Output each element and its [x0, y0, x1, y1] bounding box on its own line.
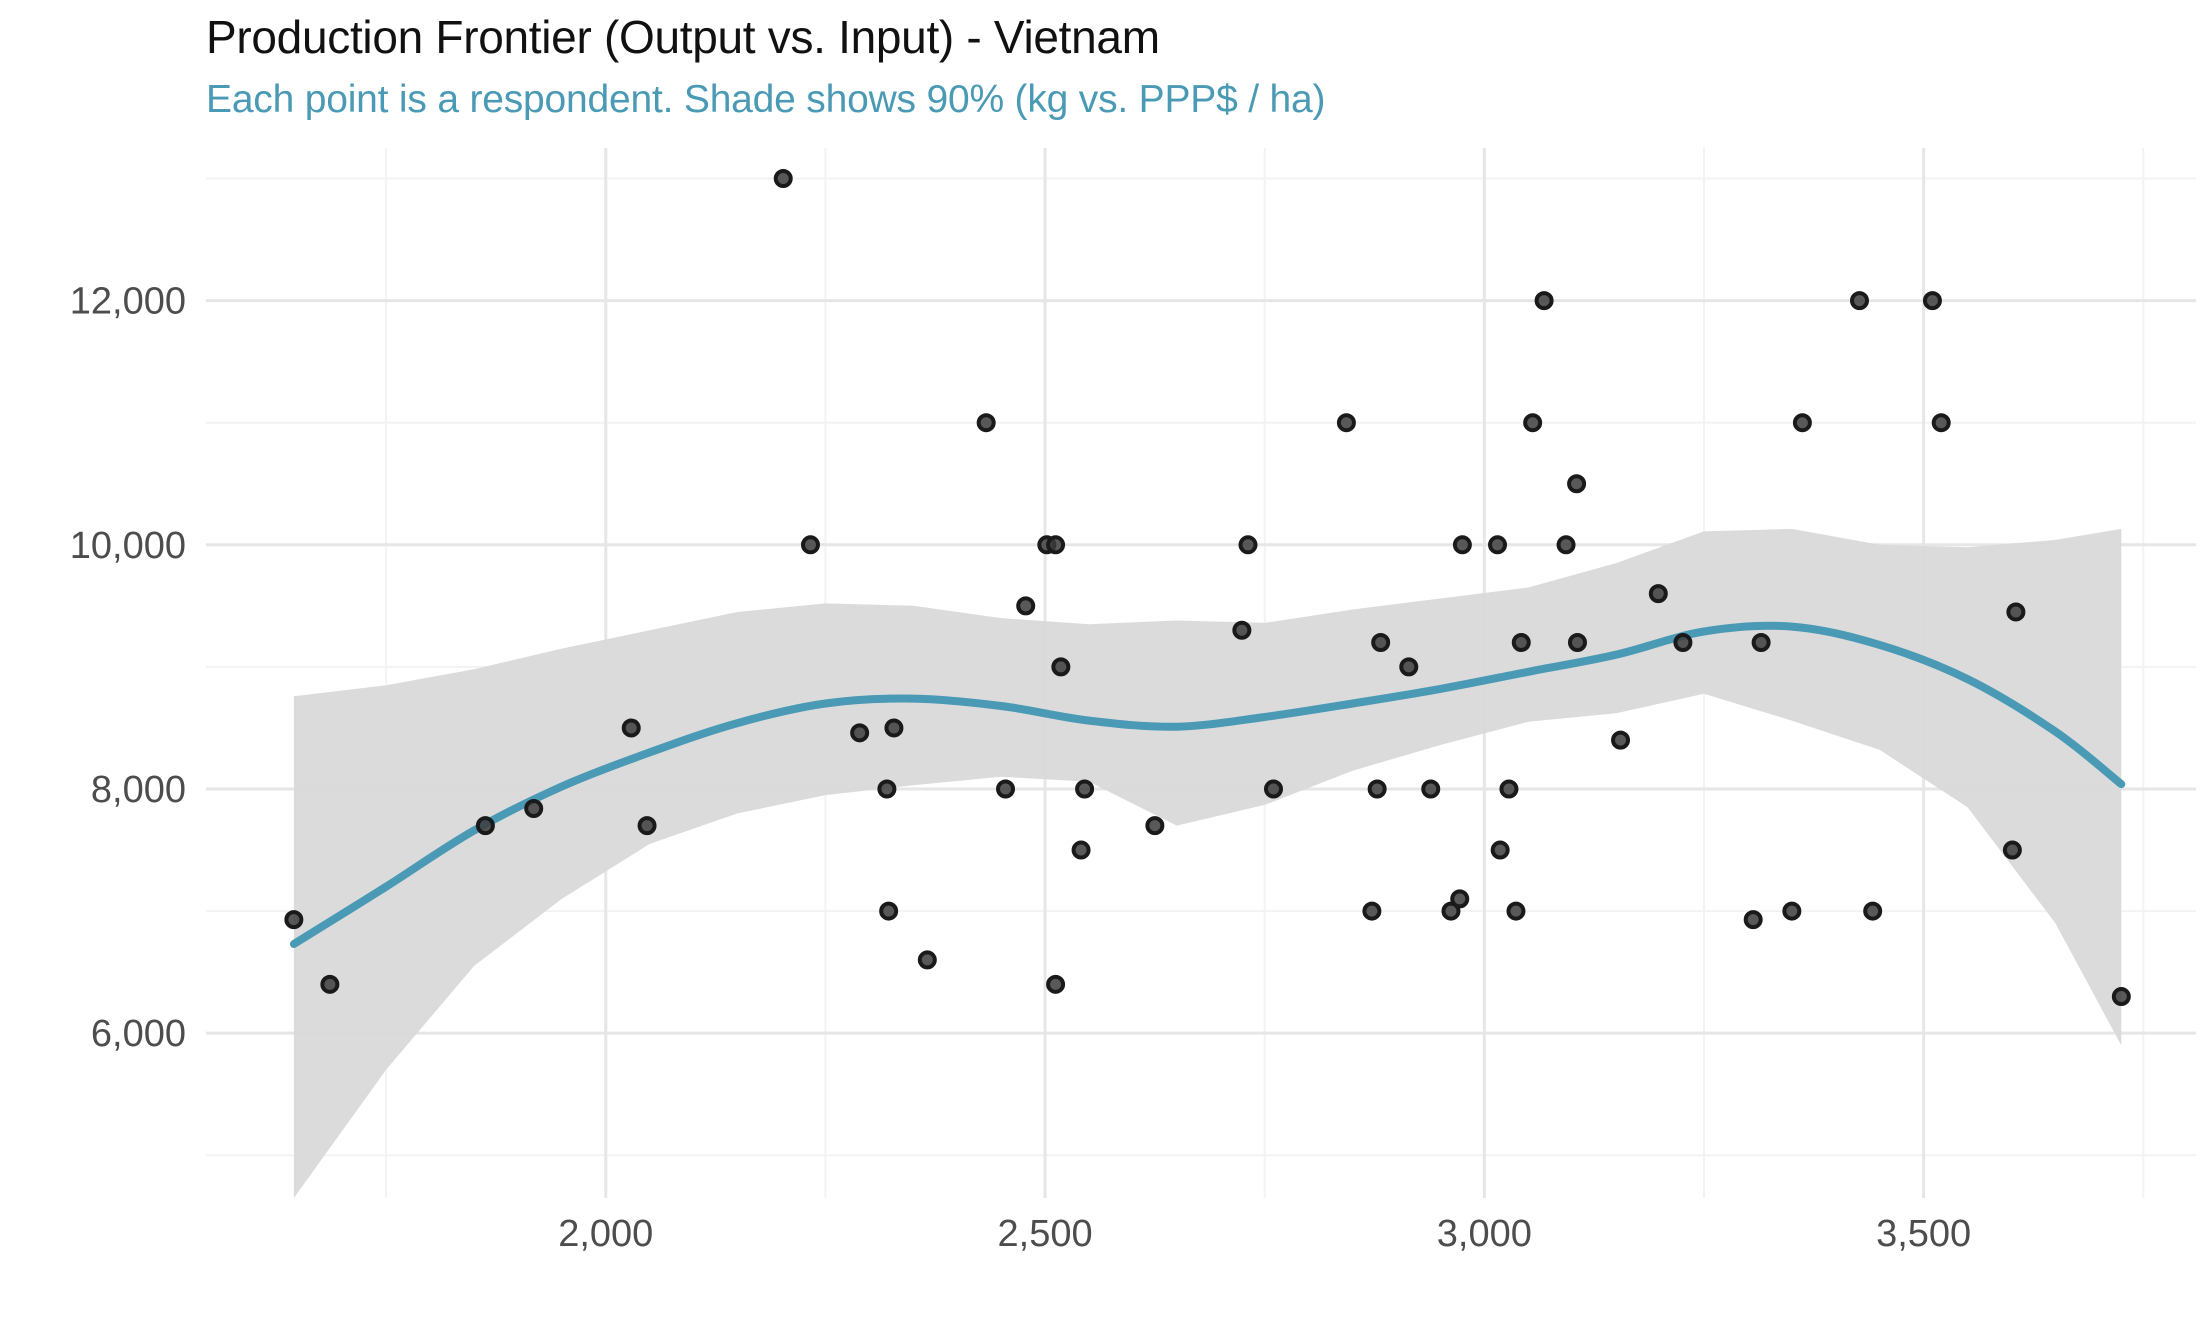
data-point: [1648, 584, 1668, 604]
data-point: [1336, 413, 1356, 433]
x-tick-label: 2,500: [998, 1213, 1093, 1255]
data-point: [1362, 901, 1382, 921]
data-point: [1567, 474, 1587, 494]
data-point: [1506, 901, 1526, 921]
y-tick-label: 10,000: [70, 525, 186, 567]
data-point: [637, 816, 657, 836]
data-point: [1263, 779, 1283, 799]
data-point: [1367, 779, 1387, 799]
trend-line-layer: [289, 621, 2126, 948]
data-point: [284, 910, 304, 930]
chart-title: Production Frontier (Output vs. Input) -…: [206, 11, 1160, 63]
data-point: [1452, 535, 1472, 555]
data-point: [1511, 632, 1531, 652]
data-point: [976, 413, 996, 433]
data-point: [1399, 657, 1419, 677]
y-tick-label: 12,000: [70, 281, 186, 323]
data-point: [1523, 413, 1543, 433]
data-point: [1499, 779, 1519, 799]
data-point: [996, 779, 1016, 799]
data-point: [1743, 910, 1763, 930]
data-point: [800, 535, 820, 555]
data-point: [1751, 632, 1771, 652]
chart-subtitle: Each point is a respondent. Shade shows …: [206, 78, 1326, 121]
data-point: [879, 901, 899, 921]
data-point: [475, 816, 495, 836]
data-point: [1931, 413, 1951, 433]
data-point: [2002, 840, 2022, 860]
data-point: [773, 169, 793, 189]
axis-tick-labels: 2,000 2,500 3,000 3,500 6,000 8,000 10,000 12,0…: [70, 281, 1971, 1255]
data-point: [1421, 779, 1441, 799]
data-point: [917, 950, 937, 970]
data-point: [1567, 632, 1587, 652]
data-point: [1611, 730, 1631, 750]
data-point: [1371, 632, 1391, 652]
data-point: [1051, 657, 1071, 677]
data-point: [877, 779, 897, 799]
data-point: [1850, 291, 1870, 311]
trend-line: [289, 621, 2126, 948]
data-points-layer: [284, 169, 2131, 1007]
data-point: [2006, 602, 2026, 622]
data-point: [1673, 632, 1693, 652]
data-point: [1792, 413, 1812, 433]
data-point: [1488, 535, 1508, 555]
data-point: [1071, 840, 1091, 860]
data-point: [1046, 974, 1066, 994]
y-tick-label: 6,000: [91, 1013, 186, 1055]
data-point: [1075, 779, 1095, 799]
data-point: [884, 718, 904, 738]
x-tick-label: 3,500: [1876, 1213, 1971, 1255]
data-point: [1556, 535, 1576, 555]
confidence-ribbon: [293, 528, 2122, 1198]
data-point: [1450, 889, 1470, 909]
data-point: [1238, 535, 1258, 555]
data-point: [1490, 840, 1510, 860]
x-tick-label: 3,000: [1437, 1213, 1532, 1255]
data-point: [524, 799, 544, 819]
data-point: [1863, 901, 1883, 921]
data-point: [1782, 901, 1802, 921]
data-point: [1441, 901, 1461, 921]
data-point: [2111, 987, 2131, 1007]
data-point: [1016, 596, 1036, 616]
confidence-ribbon-layer: [293, 528, 2122, 1198]
data-point: [621, 718, 641, 738]
x-tick-label: 2,000: [558, 1213, 653, 1255]
data-point: [320, 974, 340, 994]
data-point: [1534, 291, 1554, 311]
data-point: [1145, 816, 1165, 836]
data-point: [1232, 620, 1252, 640]
data-point: [850, 723, 870, 743]
y-tick-label: 8,000: [91, 769, 186, 811]
data-point: [1922, 291, 1942, 311]
data-point: [1046, 535, 1066, 555]
